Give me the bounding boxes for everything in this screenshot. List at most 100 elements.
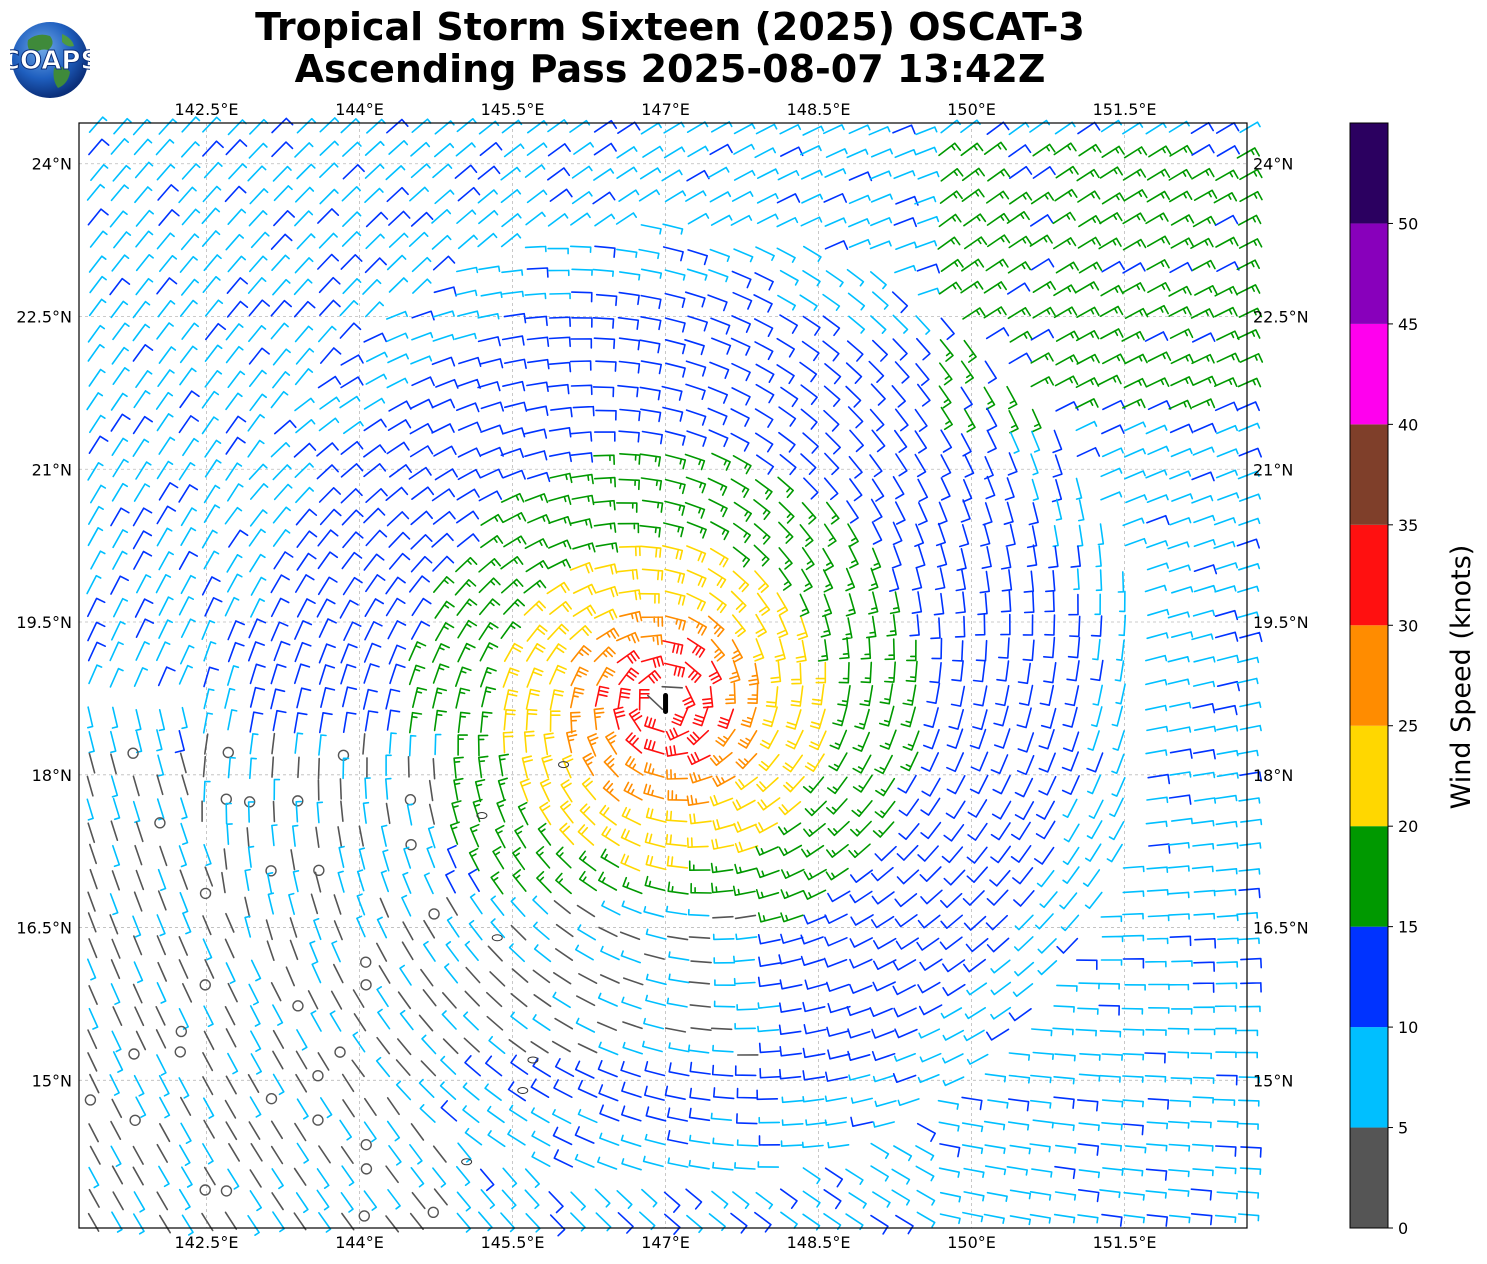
wind-barb	[89, 414, 106, 434]
wind-barb	[1215, 820, 1238, 828]
wind-barb	[468, 868, 480, 892]
wind-barb	[456, 402, 480, 413]
wind-barb	[759, 1067, 782, 1079]
wind-barb	[110, 184, 129, 202]
wind-barb	[758, 754, 780, 772]
wind-barb	[110, 959, 121, 980]
wind-barb	[1122, 1123, 1144, 1136]
wind-barb	[341, 509, 364, 526]
wind-barb	[249, 1190, 262, 1212]
colorbar-tick-label: 50	[1398, 214, 1418, 233]
wind-barb	[410, 534, 433, 550]
wind-barb	[639, 386, 661, 401]
wind-barb	[754, 408, 774, 428]
wind-barb	[1031, 478, 1039, 501]
wind-barb	[824, 363, 842, 385]
wind-barb	[224, 596, 240, 617]
wind-barb	[1147, 351, 1172, 362]
wind-barb	[963, 915, 987, 931]
wind-barb	[1016, 707, 1032, 729]
wind-barb	[800, 408, 818, 430]
wind-barb	[248, 528, 266, 547]
wind-barb	[272, 165, 292, 182]
wind-barb	[386, 377, 409, 389]
wind-barb	[1124, 353, 1148, 365]
wind-barb	[87, 527, 104, 547]
wind-barb	[547, 269, 570, 277]
wind-barb	[616, 248, 638, 258]
wind-barb	[110, 507, 130, 527]
wind-barb	[1043, 636, 1056, 659]
wind-barb	[204, 370, 223, 388]
wind-barb	[1102, 353, 1126, 365]
wind-barb	[90, 550, 106, 570]
wind-barb	[532, 921, 550, 940]
wind-barb	[740, 706, 757, 728]
wind-barb	[432, 255, 456, 271]
wind-barb	[919, 958, 943, 971]
wind-barb	[852, 774, 873, 793]
wind-barb	[362, 733, 366, 755]
wind-barb	[664, 269, 686, 281]
wind-barb	[364, 140, 385, 156]
wind-barb	[181, 706, 188, 730]
wind-barb	[824, 936, 848, 947]
wind-barb	[799, 361, 818, 383]
wind-barb	[351, 1059, 365, 1078]
wind-barb	[736, 1113, 758, 1125]
wind-barb	[776, 337, 795, 358]
wind-barb	[1100, 284, 1124, 297]
wind-barb	[1078, 982, 1100, 990]
wind-barb	[990, 1006, 1012, 1020]
wind-barb	[247, 165, 267, 182]
wind-barb	[733, 248, 754, 263]
wind-barb	[1077, 1143, 1100, 1156]
wind-barb	[135, 1096, 147, 1118]
wind-barb	[963, 1191, 985, 1202]
wind-barb	[1077, 1007, 1099, 1015]
colorbar-tick-label: 30	[1398, 616, 1418, 635]
wind-barb	[133, 891, 143, 912]
wind-barb	[1030, 328, 1054, 341]
wind-barb	[1124, 1145, 1147, 1154]
wind-barb	[227, 1168, 240, 1190]
wind-barb	[526, 471, 551, 483]
wind-barb	[547, 167, 571, 181]
wind-barb	[293, 1212, 307, 1231]
wind-barb	[337, 826, 343, 848]
wind-barb	[550, 406, 573, 418]
wind-barb	[1006, 1166, 1028, 1176]
wind-barb	[870, 1165, 889, 1182]
wind-barb	[1167, 1051, 1190, 1059]
wind-barb	[358, 825, 364, 847]
wind-barb	[1054, 1053, 1076, 1062]
wind-barb	[1078, 215, 1102, 228]
wind-barb	[641, 616, 664, 627]
wind-barb	[319, 140, 339, 156]
wind-barb	[1169, 328, 1194, 339]
wind-barb	[1053, 237, 1077, 250]
wind-barb	[446, 897, 458, 916]
wind-barb	[593, 337, 616, 350]
wind-barb	[365, 529, 388, 547]
wind-barb	[526, 189, 548, 204]
wind-barb	[1194, 938, 1217, 949]
wind-barb	[201, 529, 218, 549]
wind-barb	[410, 510, 433, 526]
wind-barb	[687, 908, 710, 917]
wind-barb	[524, 450, 548, 461]
wind-barb	[342, 576, 363, 596]
wind-barb	[1008, 1074, 1031, 1084]
wind-barb	[501, 269, 524, 276]
calm-marker	[427, 1206, 439, 1218]
wind-barb	[1216, 1074, 1238, 1086]
wind-barb	[432, 663, 450, 684]
wind-barb	[88, 1188, 100, 1208]
calm-marker	[292, 795, 304, 807]
wind-barb	[802, 125, 825, 136]
wind-barb	[560, 779, 573, 803]
wind-barb	[1084, 891, 1103, 910]
wind-barb	[202, 712, 214, 734]
wind-barb	[386, 118, 409, 134]
wind-barb	[1111, 777, 1126, 797]
